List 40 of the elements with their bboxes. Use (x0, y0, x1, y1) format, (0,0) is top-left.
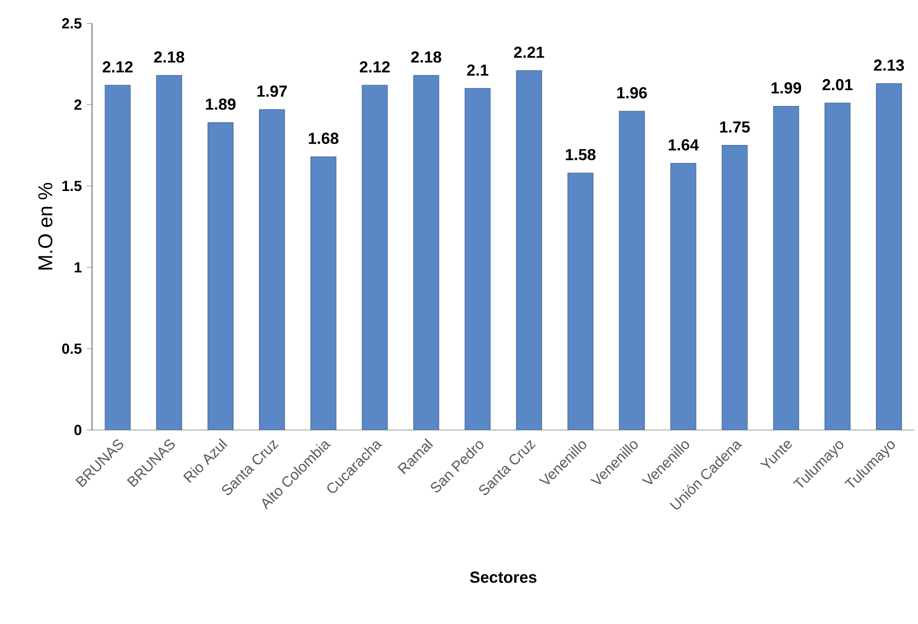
data-label: 1.64 (668, 139, 699, 150)
data-label: 1.89 (206, 98, 236, 110)
data-label: 2.18 (411, 51, 442, 63)
data-label: 2.21 (514, 46, 544, 58)
data-label: 2.01 (822, 79, 853, 90)
data-label: 2.18 (154, 51, 184, 63)
data-label: 2.12 (102, 61, 133, 72)
bar (876, 83, 902, 430)
data-label: 1.58 (566, 148, 596, 160)
data-label: 1.97 (257, 86, 287, 97)
bar (413, 75, 440, 430)
data-label: 2.12 (360, 61, 390, 72)
y-axis-title: M.O en % (38, 182, 52, 270)
data-label: 1.68 (308, 132, 338, 144)
y-tick-label: 2.5 (62, 18, 82, 29)
bar (568, 172, 594, 430)
bar (773, 106, 800, 430)
data-label: 1.75 (720, 121, 750, 133)
bar (362, 84, 388, 430)
bar (464, 88, 491, 430)
bar (156, 75, 182, 430)
x-axis-title: Sectores (470, 572, 536, 583)
data-label: 1.99 (772, 82, 802, 94)
y-tick-label: 0 (74, 424, 82, 436)
bar (208, 122, 234, 430)
y-tick-label: 1 (74, 262, 82, 272)
bar (824, 102, 850, 430)
data-label: 1.96 (617, 87, 647, 98)
bar (618, 110, 645, 430)
bar (722, 145, 748, 430)
bar (310, 156, 336, 430)
y-tick-label: 2 (74, 100, 82, 110)
data-label: 2.13 (874, 59, 904, 71)
y-tick-label: 0.5 (62, 343, 82, 354)
bar (670, 162, 696, 430)
bar (516, 70, 542, 430)
y-tick-label: 1.5 (62, 180, 82, 192)
bar (104, 84, 131, 430)
data-label: 2.1 (467, 64, 488, 76)
bar (259, 109, 285, 430)
